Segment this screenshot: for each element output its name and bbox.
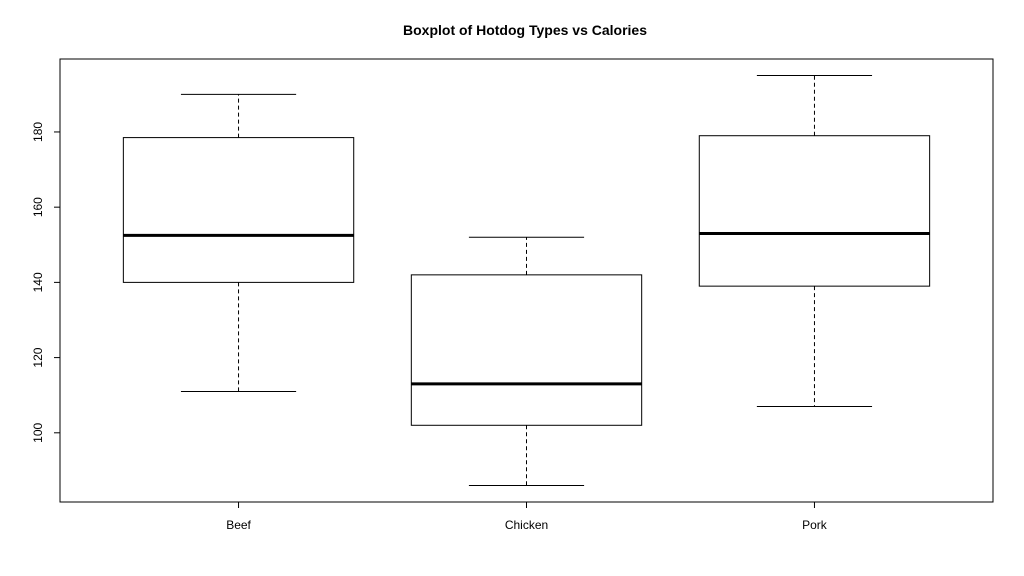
boxes-layer bbox=[122, 75, 931, 486]
box-iqr bbox=[698, 135, 931, 287]
box-iqr bbox=[122, 137, 355, 283]
y-tick-label: 160 bbox=[31, 197, 45, 217]
x-tick-label: Beef bbox=[226, 518, 251, 532]
chart-title: Boxplot of Hotdog Types vs Calories bbox=[403, 22, 647, 38]
x-tick-label: Chicken bbox=[505, 518, 548, 532]
y-tick-label: 140 bbox=[31, 272, 45, 292]
y-axis: 100 120 140 160 180 bbox=[31, 122, 61, 443]
y-tick-label: 120 bbox=[31, 347, 45, 367]
y-tick-label: 100 bbox=[31, 422, 45, 442]
box-group-pork bbox=[698, 75, 931, 407]
plot-frame bbox=[59, 58, 994, 503]
box-group-beef bbox=[122, 93, 355, 392]
x-axis: Beef Chicken Pork bbox=[226, 502, 828, 532]
box-iqr bbox=[410, 274, 643, 426]
x-tick-label: Pork bbox=[802, 518, 828, 532]
box-group-chicken bbox=[410, 236, 643, 486]
y-tick-label: 180 bbox=[31, 122, 45, 142]
